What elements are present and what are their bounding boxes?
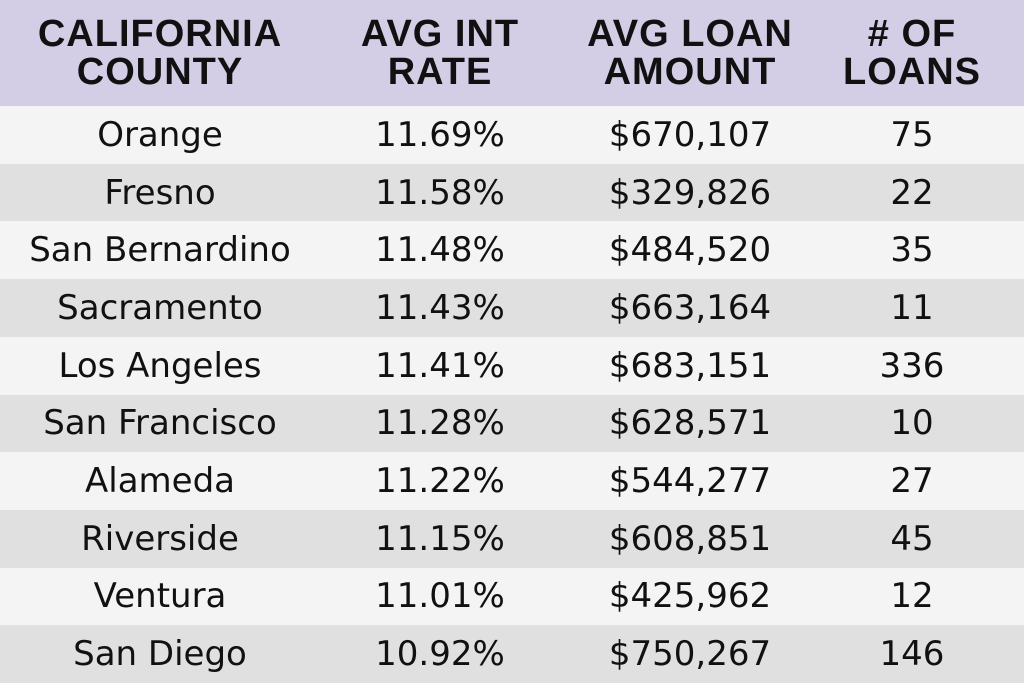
- header-text: AMOUNT: [603, 51, 777, 93]
- table-cell: Sacramento: [57, 287, 263, 328]
- table-cell: $484,520: [608, 230, 772, 271]
- table-cell: 11.69%: [375, 114, 505, 155]
- table-cell: San Diego: [73, 634, 247, 675]
- header-text: RATE: [387, 51, 493, 93]
- table-cell: 45: [890, 518, 934, 559]
- table-cell: $329,826: [608, 172, 772, 213]
- header-cell: AVG LOAN AMOUNT: [560, 15, 820, 91]
- table-row: Ventura 11.01% $425,962 12: [0, 567, 1024, 626]
- table-cell: 75: [890, 114, 934, 155]
- table-row: Riverside 11.15% $608,851 45: [0, 509, 1024, 568]
- table-cell: 11.15%: [375, 518, 505, 559]
- table-cell: Riverside: [81, 518, 239, 559]
- table-cell: $670,107: [608, 114, 772, 155]
- header-text: AVG LOAN: [587, 13, 793, 55]
- table-row: San Bernardino 11.48% $484,520 35: [0, 221, 1024, 280]
- table-cell: Los Angeles: [58, 345, 262, 386]
- header-text: CALIFORNIA: [37, 13, 283, 55]
- table-cell: 11.28%: [375, 403, 505, 444]
- table-cell: Alameda: [85, 461, 235, 502]
- header-cell: CALIFORNIA COUNTY: [10, 15, 310, 91]
- table-cell: $425,962: [608, 576, 772, 617]
- table-row: San Francisco 11.28% $628,571 10: [0, 394, 1024, 453]
- table-cell: $608,851: [608, 518, 772, 559]
- table-cell: Ventura: [93, 576, 227, 617]
- table-cell: 11.48%: [375, 230, 505, 271]
- header-text: COUNTY: [76, 51, 244, 93]
- table-cell: 12: [890, 576, 934, 617]
- table-cell: 146: [879, 634, 945, 675]
- table-cell: San Bernardino: [29, 230, 291, 271]
- table-cell: 11.43%: [375, 287, 505, 328]
- table-row: Fresno 11.58% $329,826 22: [0, 163, 1024, 222]
- table-cell: $750,267: [608, 634, 772, 675]
- table-cell: 10.92%: [375, 634, 505, 675]
- table-cell: $544,277: [608, 461, 772, 502]
- table-cell: 22: [890, 172, 934, 213]
- table-row: Sacramento 11.43% $663,164 11: [0, 279, 1024, 337]
- table-cell: 10: [890, 403, 934, 444]
- table-cell: $683,151: [608, 345, 772, 386]
- table-row: Los Angeles 11.41% $683,151 336: [0, 336, 1024, 395]
- table-cell: 27: [890, 461, 934, 502]
- header-cell: # OF LOANS: [812, 15, 1012, 91]
- table-cell: $663,164: [608, 287, 772, 328]
- table-cell: Orange: [97, 114, 223, 155]
- table-row: Orange 11.69% $670,107 75: [0, 106, 1024, 164]
- table-cell: 11.01%: [375, 576, 505, 617]
- table-cell: $628,571: [608, 403, 772, 444]
- header-cell: AVG INT RATE: [330, 15, 550, 91]
- table-cell: San Francisco: [43, 403, 277, 444]
- table-cell: 35: [890, 230, 934, 271]
- header-text: LOANS: [843, 51, 981, 93]
- table-cell: Fresno: [104, 172, 216, 213]
- table-row: San Diego 10.92% $750,267 146: [0, 625, 1024, 683]
- header-text: AVG INT: [360, 13, 520, 55]
- table-cell: 336: [879, 345, 945, 386]
- table-cell: 11.58%: [375, 172, 505, 213]
- table-row: Alameda 11.22% $544,277 27: [0, 452, 1024, 510]
- table-cell: 11.22%: [375, 461, 505, 502]
- table-cell: 11.41%: [375, 345, 505, 386]
- table-cell: 11: [890, 287, 934, 328]
- header-row: CALIFORNIA COUNTY AVG INT RATE AVG LOAN AMOUN…: [0, 0, 1024, 106]
- header-text: # OF: [867, 13, 957, 55]
